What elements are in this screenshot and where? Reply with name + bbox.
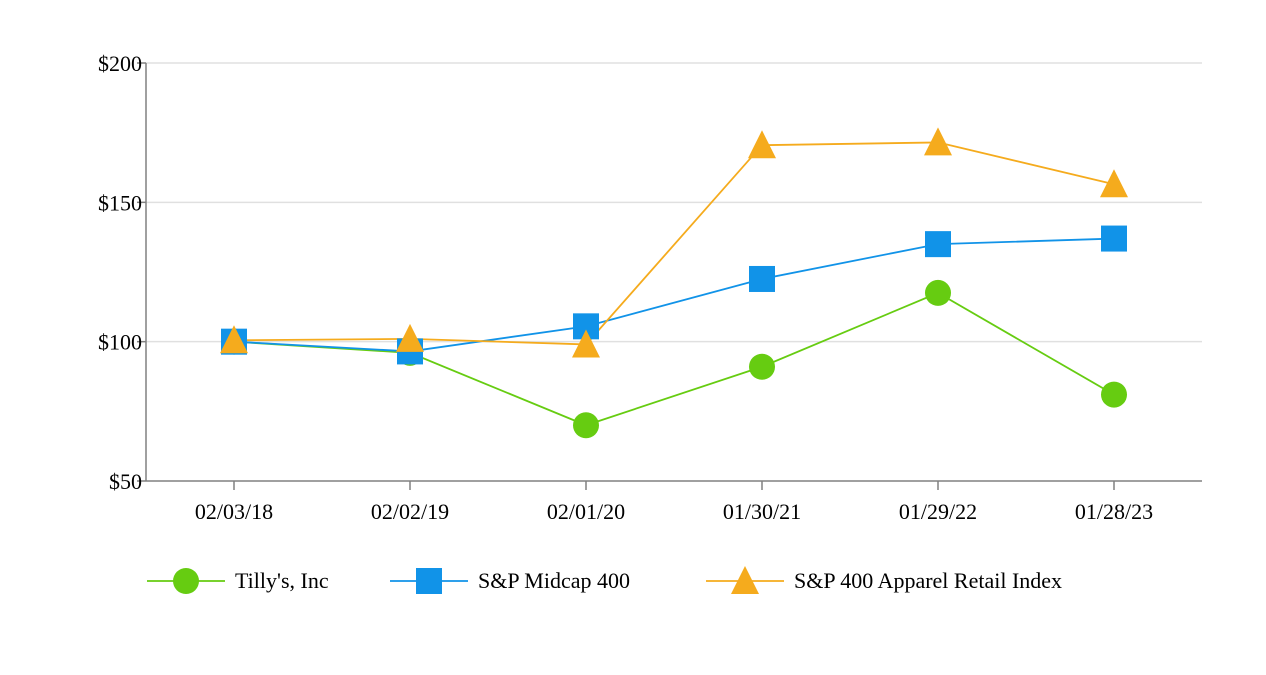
y-tick-label: $200 xyxy=(98,51,142,76)
x-tick-label: 02/02/19 xyxy=(371,499,449,524)
series-line xyxy=(233,141,1115,346)
data-point xyxy=(924,127,952,156)
series-circle xyxy=(233,291,1115,427)
legend-item: Tilly's, Inc xyxy=(147,568,329,594)
data-point xyxy=(573,412,599,439)
series-line xyxy=(233,237,1115,353)
data-point xyxy=(1101,225,1127,252)
data-point xyxy=(748,130,776,159)
legend-marker xyxy=(173,568,199,594)
series xyxy=(220,127,1128,439)
y-tick-label: $100 xyxy=(98,330,142,355)
legend-marker xyxy=(416,568,442,594)
series-markers-triangle xyxy=(220,127,1128,358)
x-tick-label: 02/01/20 xyxy=(547,499,625,524)
data-point xyxy=(749,353,775,380)
data-point xyxy=(749,265,775,292)
x-tick-label: 01/30/21 xyxy=(723,499,801,524)
legend-label: S&P 400 Apparel Retail Index xyxy=(794,568,1062,593)
gridlines xyxy=(146,62,1202,343)
y-tick-label: $50 xyxy=(109,469,142,494)
legend-marker xyxy=(731,566,759,594)
x-tick-label: 01/28/23 xyxy=(1075,499,1153,524)
series-square xyxy=(233,237,1115,353)
data-point xyxy=(396,323,424,352)
data-point xyxy=(925,231,951,258)
y-tick-label: $150 xyxy=(98,190,142,215)
axes: $50 $100 $150 $200 02/03/18 02/02/19 02/01/20 0… xyxy=(98,51,1202,524)
series-line xyxy=(233,291,1115,427)
data-point xyxy=(925,279,951,306)
series-markers-circle xyxy=(221,279,1127,439)
series-triangle xyxy=(233,141,1115,346)
legend-item: S&P 400 Apparel Retail Index xyxy=(706,566,1062,594)
data-point xyxy=(1100,169,1128,198)
legend-label: S&P Midcap 400 xyxy=(478,568,630,593)
data-point xyxy=(220,325,248,354)
x-tick-label: 01/29/22 xyxy=(899,499,977,524)
data-point xyxy=(1101,381,1127,408)
series-markers-square xyxy=(221,225,1127,365)
data-point xyxy=(572,329,600,358)
x-tick-label: 02/03/18 xyxy=(195,499,273,524)
legend-item: S&P Midcap 400 xyxy=(390,568,630,594)
legend-label: Tilly's, Inc xyxy=(235,568,329,593)
legend: Tilly's, Inc S&P Midcap 400 S&P 400 Appare… xyxy=(147,566,1062,594)
